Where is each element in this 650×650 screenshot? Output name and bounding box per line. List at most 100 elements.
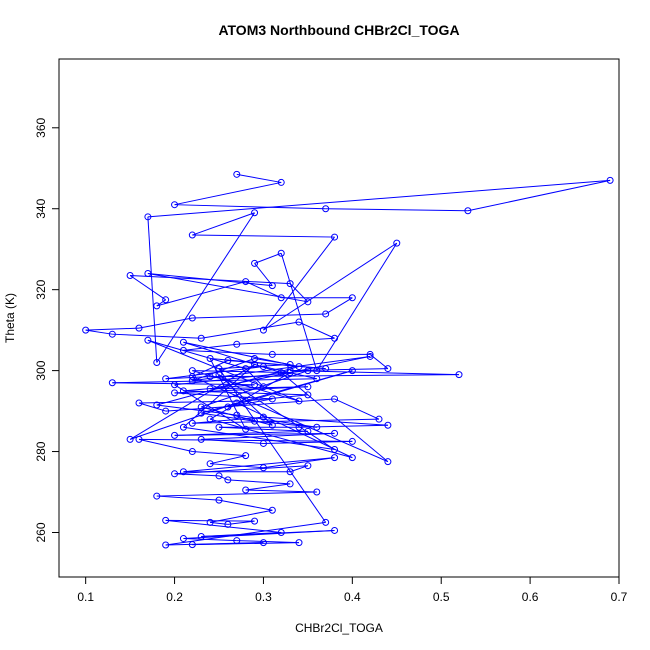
data-point: [464, 207, 472, 215]
data-point: [108, 379, 116, 387]
data-point: [126, 272, 134, 280]
data-point: [295, 397, 303, 405]
data-point: [304, 462, 312, 470]
series-segment: [467, 179, 611, 212]
series-segment: [183, 341, 282, 374]
series-segment: [192, 416, 264, 424]
series-segment: [174, 181, 282, 206]
series-segment: [174, 432, 335, 436]
series-segment: [138, 402, 166, 412]
x-axis: 0.1 0.2 0.3 0.4 0.5 0.6 0.7: [77, 576, 628, 604]
series-segment: [245, 281, 282, 299]
data-point: [251, 417, 259, 425]
data-point: [144, 269, 152, 277]
series-segment: [156, 491, 317, 497]
data-point: [286, 280, 294, 288]
series-segment: [201, 412, 255, 422]
data-point: [304, 383, 312, 391]
series-segment: [218, 368, 327, 523]
data-point: [268, 506, 276, 514]
series-segment: [263, 236, 335, 331]
series-segment: [280, 253, 318, 371]
series-segment: [298, 321, 335, 339]
series-segment: [245, 483, 291, 491]
series-segment: [174, 465, 308, 475]
data-point: [82, 326, 90, 334]
series-segment: [192, 370, 300, 402]
data-point: [242, 365, 250, 373]
data-point: [286, 468, 294, 476]
data-point: [366, 350, 374, 358]
data-point: [259, 539, 267, 547]
data-point: [162, 407, 170, 415]
data-point: [197, 435, 205, 443]
series-segment: [112, 333, 202, 339]
data-point: [277, 249, 285, 257]
series-segment: [290, 370, 460, 376]
data-point: [295, 363, 303, 371]
data-point: [251, 361, 259, 369]
series-segment: [192, 360, 229, 378]
series-segment: [236, 337, 335, 345]
data-point: [455, 371, 463, 379]
data-point: [108, 330, 116, 338]
series-segment: [138, 438, 193, 453]
series-segment: [156, 366, 300, 406]
y-axis: 260 280 300 320 340 360: [34, 117, 60, 543]
x-tick-label: 0.2: [166, 590, 183, 604]
data-point: [242, 452, 250, 460]
data-point: [331, 526, 339, 534]
series-segment: [201, 321, 300, 339]
series-segment: [201, 406, 273, 426]
series-segment: [165, 519, 255, 522]
series-segment: [183, 457, 335, 473]
data-point: [233, 399, 241, 407]
data-point: [188, 448, 196, 456]
data-point: [233, 537, 241, 545]
series-segment: [192, 370, 291, 374]
data-point: [171, 201, 179, 209]
data-point: [348, 437, 356, 445]
data-point: [313, 423, 321, 431]
series-segment: [236, 173, 282, 183]
data-point: [188, 419, 196, 427]
series-segment: [209, 372, 291, 420]
series-segment: [245, 489, 317, 493]
series-segment: [263, 416, 388, 426]
y-tick-label: 340: [34, 198, 48, 218]
data-point: [259, 413, 267, 421]
data-point: [384, 365, 392, 373]
data-point: [224, 356, 232, 364]
series-segment: [209, 418, 353, 459]
data-point: [331, 429, 339, 437]
data-point: [171, 470, 179, 478]
data-point: [171, 381, 179, 389]
data-point: [322, 310, 330, 318]
data-point: [331, 446, 339, 454]
data-point: [251, 517, 259, 525]
series-segment: [325, 297, 353, 315]
data-point: [286, 369, 294, 377]
series-segment: [236, 402, 353, 459]
data-point: [206, 385, 214, 393]
data-point: [277, 369, 285, 377]
series-segment: [129, 364, 255, 440]
data-point: [206, 354, 214, 362]
data-point: [251, 381, 259, 389]
series-segment: [236, 540, 300, 544]
data-point: [242, 486, 250, 494]
series-segment: [192, 313, 326, 319]
data-point: [313, 488, 321, 496]
data-point: [215, 371, 223, 379]
x-axis-label: CHBr2Cl_TOGA: [295, 621, 383, 635]
data-point: [322, 518, 330, 526]
series-segment: [165, 542, 264, 546]
series-segment: [147, 339, 300, 402]
series-segment: [156, 404, 237, 416]
data-point: [348, 367, 356, 375]
series-segment: [289, 283, 309, 303]
data-point: [259, 326, 267, 334]
data-point: [188, 541, 196, 549]
series-segment: [130, 275, 291, 285]
series-lines: [85, 173, 611, 546]
